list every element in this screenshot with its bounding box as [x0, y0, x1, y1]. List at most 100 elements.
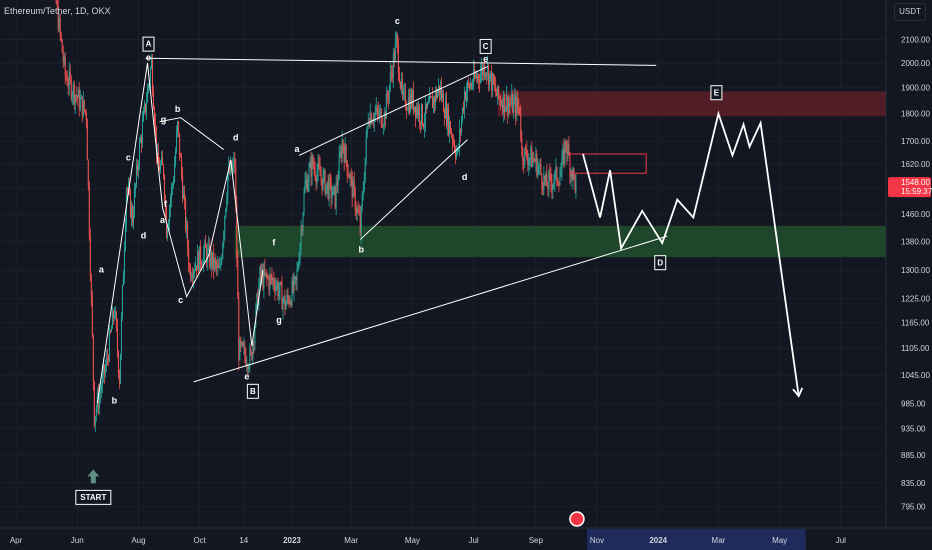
candle [512, 89, 514, 114]
candle-body [421, 104, 423, 125]
candle [517, 90, 519, 114]
candle-body [57, 5, 59, 30]
candle [278, 281, 280, 304]
candle-body [536, 153, 538, 176]
candle [369, 103, 371, 129]
candle-body [97, 393, 99, 408]
candle-body [476, 76, 478, 79]
candle-body [446, 101, 448, 126]
candle [526, 140, 528, 161]
candle-body [121, 285, 123, 317]
candle-body [207, 248, 209, 263]
candle-body [340, 151, 342, 158]
candle [494, 74, 496, 92]
candle [164, 173, 166, 206]
candle [532, 152, 534, 168]
candle [346, 160, 348, 183]
candle [282, 297, 284, 320]
candle-body [183, 193, 185, 199]
candle-body [150, 68, 152, 82]
candle [501, 99, 503, 108]
wave-box-text: A [146, 40, 152, 49]
candle [243, 337, 245, 355]
candle-body [336, 183, 338, 186]
candle-body [519, 107, 521, 114]
candle-body [509, 103, 511, 105]
candle-body [347, 174, 349, 176]
candle-body [520, 113, 522, 139]
candle [564, 138, 566, 167]
candle [209, 238, 211, 270]
candle-body [529, 158, 531, 161]
candle-body [260, 267, 262, 278]
candle [465, 90, 467, 102]
candle [568, 136, 570, 157]
candle-body [266, 272, 268, 278]
candle-body [447, 107, 449, 126]
candle-body [512, 94, 514, 113]
candle-body [404, 90, 406, 108]
candle-body [416, 106, 418, 116]
candle-body [468, 82, 470, 85]
price-tick-label: 1045.00 [901, 371, 930, 380]
candle [60, 31, 62, 43]
candle-body [256, 293, 258, 305]
candle-body [355, 210, 357, 213]
candle-body [504, 93, 506, 112]
candle [186, 217, 188, 239]
candle-body [554, 171, 556, 183]
candle [299, 242, 301, 266]
candle-body [70, 78, 72, 98]
candle [172, 181, 174, 196]
projection-path [582, 110, 800, 397]
candle-body [334, 186, 336, 208]
candle [204, 239, 206, 262]
candle [345, 143, 347, 168]
currency-unit-button[interactable]: USDT [894, 3, 926, 21]
time-tick-label: Apr [10, 536, 23, 545]
candle-body [56, 2, 58, 6]
candle [488, 64, 490, 92]
candle-body [169, 207, 171, 223]
candle-body [337, 179, 339, 186]
candle [448, 103, 450, 137]
candle [392, 47, 394, 88]
candle-body [277, 282, 279, 297]
candle [553, 174, 555, 190]
candle [68, 61, 70, 96]
candle-body [194, 270, 196, 272]
candle-body [390, 72, 392, 74]
candle-body [203, 252, 205, 265]
price-tick-label: 1165.00 [901, 319, 930, 328]
candle-body [369, 113, 371, 126]
wave-box [654, 255, 667, 271]
candle-body [262, 271, 264, 288]
price-tick-label: 795.00 [901, 502, 926, 511]
candle-body [305, 179, 307, 183]
symbol-header[interactable]: Ethereum/Tether, 1D, OKX [4, 6, 111, 16]
wave-label: a [99, 264, 105, 274]
price-tick-label: 1380.00 [901, 237, 930, 246]
candle [373, 112, 375, 133]
candle-body [322, 173, 324, 190]
candle [350, 168, 352, 187]
candle [572, 165, 574, 190]
candle-body [58, 18, 60, 30]
candle-body [350, 174, 352, 176]
candle-body [367, 121, 369, 127]
candle [64, 51, 66, 85]
candle [55, 0, 57, 5]
candle-body [221, 257, 223, 263]
candle [76, 95, 78, 107]
candle [541, 173, 543, 195]
candle-body [462, 107, 464, 120]
candle [466, 82, 468, 108]
candle-body [109, 331, 111, 333]
candle-body [309, 161, 311, 168]
candle-body [114, 312, 116, 315]
candle-body [483, 65, 485, 75]
candle-body [196, 265, 198, 271]
candle-body [253, 343, 255, 345]
